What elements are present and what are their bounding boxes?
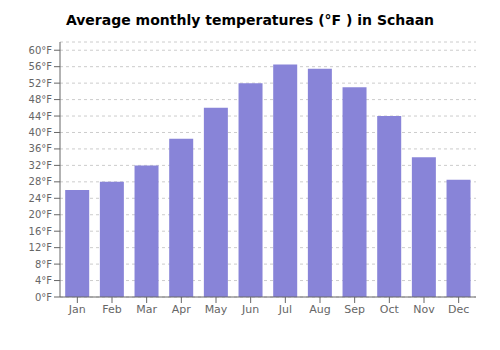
svg-text:Mar: Mar <box>136 303 157 316</box>
svg-text:48°F: 48°F <box>29 94 53 105</box>
svg-text:May: May <box>205 303 228 316</box>
svg-text:12°F: 12°F <box>29 242 53 253</box>
svg-text:40°F: 40°F <box>29 127 53 138</box>
svg-text:56°F: 56°F <box>29 61 53 72</box>
svg-text:Oct: Oct <box>380 303 400 316</box>
svg-text:8°F: 8°F <box>35 259 52 270</box>
svg-text:Jun: Jun <box>241 303 259 316</box>
svg-text:Sep: Sep <box>344 303 365 316</box>
svg-text:36°F: 36°F <box>29 143 53 154</box>
svg-text:44°F: 44°F <box>29 111 53 122</box>
svg-text:28°F: 28°F <box>29 176 53 187</box>
svg-text:16°F: 16°F <box>29 226 53 237</box>
svg-text:Jul: Jul <box>278 303 292 316</box>
svg-text:Feb: Feb <box>102 303 121 316</box>
svg-text:Dec: Dec <box>448 303 469 316</box>
svg-text:Apr: Apr <box>172 303 192 316</box>
svg-text:60°F: 60°F <box>29 45 53 56</box>
svg-text:Jan: Jan <box>68 303 86 316</box>
svg-text:20°F: 20°F <box>29 209 53 220</box>
svg-text:4°F: 4°F <box>35 275 52 286</box>
svg-text:52°F: 52°F <box>29 78 53 89</box>
svg-text:Nov: Nov <box>413 303 435 316</box>
html-text:Average monthly temperatures (: Average monthly temperatures (°F ) in Sc… <box>65 12 435 28</box>
svg-text:Aug: Aug <box>309 303 330 316</box>
svg-text:32°F: 32°F <box>29 160 53 171</box>
svg-text:24°F: 24°F <box>29 193 53 204</box>
svg-text:0°F: 0°F <box>35 292 52 303</box>
